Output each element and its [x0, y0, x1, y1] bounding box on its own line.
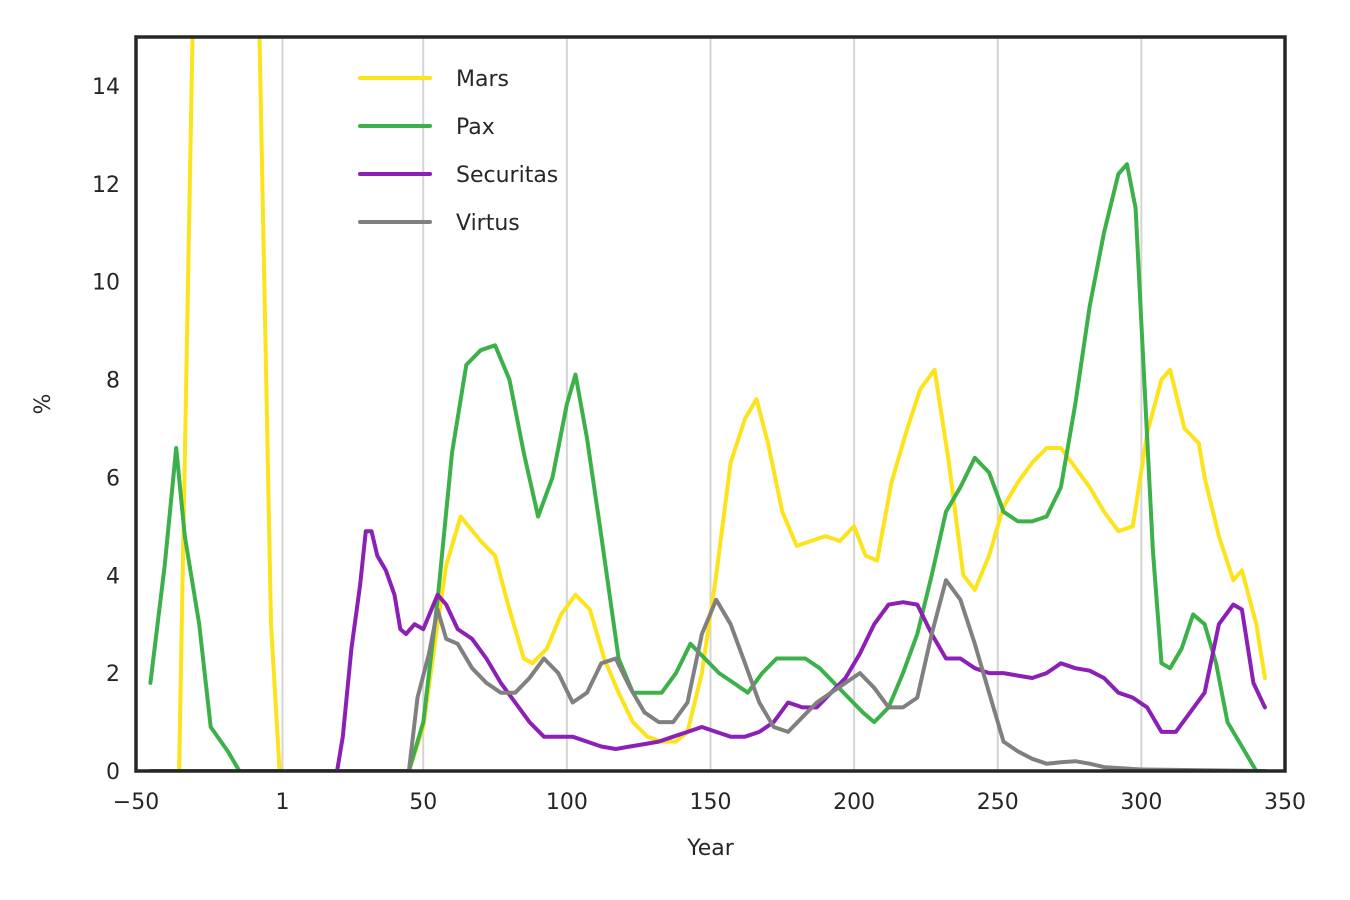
x-tick-label: 150 — [690, 790, 732, 815]
y-tick-label: 12 — [92, 173, 120, 198]
x-tick-label: 200 — [833, 790, 875, 815]
x-tick-label: 300 — [1120, 790, 1162, 815]
legend-label-virtus: Virtus — [456, 211, 520, 236]
y-axis-label: % — [31, 394, 56, 415]
series-line-mars — [148, 37, 1267, 771]
vertical-gridlines — [281, 37, 1143, 771]
series-lines — [148, 37, 1267, 771]
y-tick-label: 4 — [106, 564, 120, 589]
x-tick-label: 350 — [1264, 790, 1306, 815]
plot-frame — [134, 35, 1287, 773]
y-tick-label: 0 — [106, 760, 120, 785]
legend: Mars Pax Securitas Virtus — [358, 67, 558, 236]
legend-label-mars: Mars — [456, 67, 509, 92]
x-axis-label: Year — [686, 836, 735, 861]
y-tick-label: 2 — [106, 662, 120, 687]
legend-label-securitas: Securitas — [456, 163, 558, 188]
y-tick-label: 14 — [92, 75, 120, 100]
y-tick-label: 10 — [92, 271, 120, 296]
x-tick-label: 100 — [546, 790, 588, 815]
x-axis-ticks: −50 1 50 100 150 200 250 300 350 — [113, 790, 1306, 815]
y-tick-label: 8 — [106, 369, 120, 394]
x-tick-label: −50 — [113, 790, 159, 815]
legend-label-pax: Pax — [456, 115, 495, 140]
series-line-securitas — [148, 529, 1267, 771]
y-axis-ticks: 0 2 4 6 8 10 12 14 — [92, 75, 120, 785]
x-tick-label: 250 — [977, 790, 1019, 815]
series-line-virtus — [148, 578, 1267, 771]
series-line-pax — [148, 162, 1267, 771]
x-tick-label: 1 — [275, 790, 289, 815]
y-tick-label: 6 — [106, 466, 120, 491]
x-tick-label: 50 — [409, 790, 437, 815]
